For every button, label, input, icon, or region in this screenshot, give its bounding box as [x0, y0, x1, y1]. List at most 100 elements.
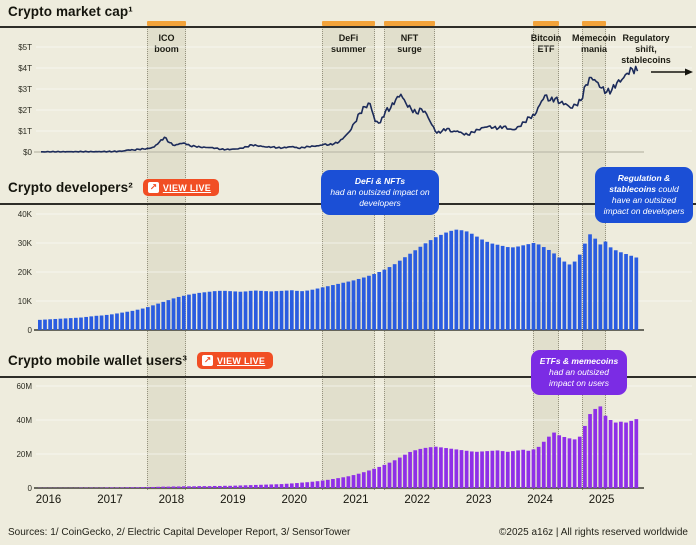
bar	[464, 450, 469, 488]
bar	[624, 422, 628, 488]
bar	[382, 269, 387, 330]
bar	[145, 487, 150, 488]
bar	[603, 241, 608, 330]
bar	[490, 243, 495, 330]
bar	[392, 460, 397, 488]
bar	[140, 308, 145, 330]
bar	[397, 457, 402, 488]
bar	[552, 432, 556, 488]
bar	[598, 244, 603, 330]
callout-regulation: Regulation & stablecoins could have an o…	[595, 167, 693, 223]
bar	[469, 233, 474, 330]
bar	[367, 470, 371, 488]
bar	[526, 450, 531, 488]
bar	[125, 487, 130, 488]
bar	[341, 282, 346, 330]
bar	[433, 237, 438, 330]
bar	[613, 422, 618, 488]
bar	[480, 451, 484, 488]
x-axis-year-label: 2025	[589, 494, 615, 506]
bar	[562, 261, 567, 330]
bar	[428, 240, 433, 330]
bar	[264, 484, 268, 488]
view-live-button-developers[interactable]: ↗ VIEW LIVE	[142, 179, 220, 196]
era-marker-bar	[533, 21, 559, 26]
bar	[99, 315, 104, 330]
bar	[269, 291, 274, 330]
bar	[433, 446, 438, 488]
bar	[325, 286, 330, 330]
bar	[274, 484, 279, 488]
bar	[161, 301, 166, 330]
bar	[603, 415, 608, 488]
bar	[619, 252, 623, 330]
market-cap-header: Crypto market cap¹	[8, 4, 133, 19]
bar	[367, 275, 371, 330]
bar	[577, 254, 582, 330]
bar	[289, 290, 294, 330]
bar	[248, 485, 253, 488]
era-label: NFT surge	[397, 33, 422, 54]
bar	[475, 451, 479, 488]
bar	[310, 481, 315, 488]
bar	[151, 486, 155, 488]
bar	[104, 487, 109, 488]
bar	[295, 483, 299, 488]
bar	[459, 450, 464, 488]
bar	[500, 245, 505, 330]
bar	[223, 485, 227, 488]
callout-body-text: had an outsized impact on developers	[330, 186, 430, 208]
y-axis-tick-label: 0	[28, 484, 33, 493]
view-live-button-wallets[interactable]: ↗ VIEW LIVE	[197, 352, 274, 369]
y-axis-tick-label: 40M	[16, 416, 32, 425]
copyright-note: ©2025 a16z | All rights reserved worldwi…	[499, 527, 688, 538]
bar	[459, 230, 464, 330]
bar	[516, 450, 520, 488]
bar	[552, 253, 556, 330]
era-label: Bitcoin ETF	[530, 33, 562, 54]
bar	[320, 480, 325, 488]
callout-bold-text: Regulation & stablecoins	[609, 173, 671, 194]
bar	[176, 486, 181, 488]
bar	[495, 450, 500, 488]
bar	[541, 441, 546, 488]
era-marker-bar	[147, 21, 186, 26]
bar	[557, 257, 562, 330]
bar	[356, 278, 361, 330]
bar	[109, 314, 114, 330]
market-cap-title: Crypto market cap¹	[8, 4, 133, 19]
bar	[315, 481, 320, 488]
era-label: DeFi summer	[330, 33, 366, 54]
bar	[279, 290, 284, 330]
bar	[531, 243, 536, 330]
bar	[253, 484, 258, 488]
bar	[346, 281, 351, 330]
era-label: Memecoin mania	[571, 33, 616, 54]
bar	[176, 296, 181, 330]
bar	[212, 291, 217, 330]
era-marker-bar	[322, 21, 375, 26]
bar	[588, 234, 592, 330]
y-axis-tick-label: 0	[28, 326, 33, 335]
bar	[351, 280, 356, 330]
callout-bold-text: DeFi & NFTs	[354, 176, 406, 186]
bar	[547, 436, 551, 488]
y-axis-tick-label: 30K	[18, 239, 33, 248]
bar	[629, 420, 634, 488]
callout-bold-text: ETFs & memecoins	[539, 356, 619, 366]
external-link-icon: ↗	[147, 182, 159, 193]
bar	[89, 316, 94, 330]
bar	[526, 244, 531, 330]
bar	[197, 292, 202, 330]
bar	[536, 244, 541, 330]
bar	[346, 476, 351, 488]
bar	[583, 425, 587, 488]
x-axis-year-label: 2019	[220, 494, 246, 506]
bar	[243, 485, 248, 488]
y-axis-tick-label: 20M	[16, 450, 32, 459]
bar	[439, 234, 443, 330]
bar	[423, 243, 428, 330]
bar	[485, 451, 490, 488]
